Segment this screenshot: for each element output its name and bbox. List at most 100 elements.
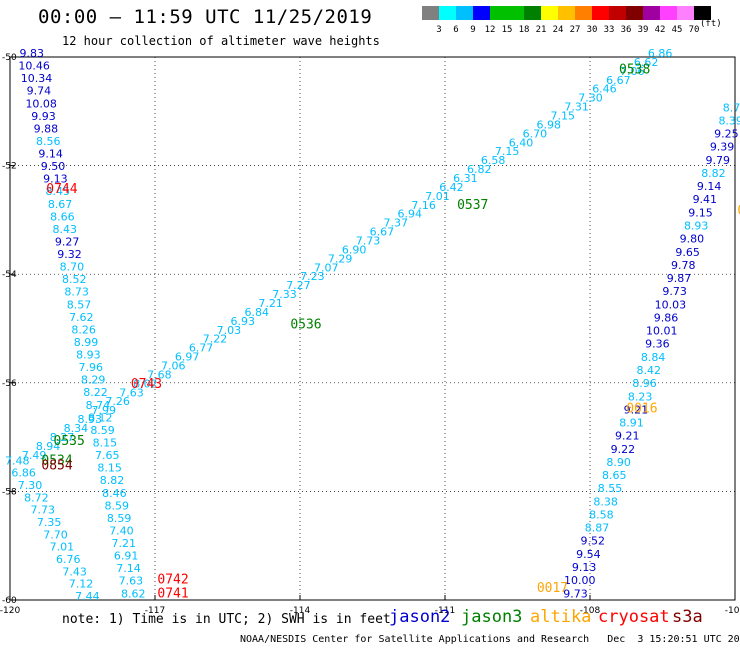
- wave-height-value: 6.86: [11, 467, 36, 480]
- wave-height-value: 8.65: [602, 469, 627, 482]
- y-tick-label: -60: [2, 596, 17, 606]
- wave-height-value: 8.22: [83, 386, 108, 399]
- wave-height-value: 8.99: [74, 336, 99, 349]
- x-tick-label: -120: [0, 606, 20, 616]
- scale-label: 30: [586, 25, 598, 35]
- wave-height-value: 8.72: [24, 491, 49, 504]
- wave-height-value: 8.56: [36, 135, 61, 148]
- wave-height-value: 9.93: [31, 110, 56, 123]
- wave-height-value: 7.23: [300, 270, 325, 283]
- wave-height-value: 7.96: [79, 361, 104, 374]
- wave-height-value: 10.08: [25, 97, 57, 110]
- wave-height-value: 7.48: [5, 454, 30, 467]
- y-tick-label: -58: [2, 487, 17, 497]
- credit-line: NOAA/NESDIS Center for Satellite Applica…: [240, 634, 740, 645]
- wave-height-value: 7.40: [109, 524, 134, 537]
- wave-height-value: 7.73: [356, 235, 381, 248]
- wave-height-value: 6.62: [634, 56, 659, 69]
- wave-height-value: 8.62: [121, 587, 146, 600]
- wave-height-value: 9.87: [667, 272, 692, 285]
- wave-height-value: 8.55: [598, 482, 623, 495]
- wave-height-value: 6.90: [342, 243, 367, 256]
- wave-height-value: 9.52: [580, 535, 605, 548]
- pass-time-label: 0017: [537, 581, 568, 596]
- pass-time-label: 0741: [157, 586, 188, 601]
- wave-height-value: 8.72: [723, 101, 740, 114]
- wave-height-value: 7.01: [50, 541, 75, 554]
- y-tick-label: -52: [2, 162, 17, 172]
- legend-s3a: s3a: [672, 607, 703, 627]
- x-tick-label: -105: [725, 606, 740, 616]
- wave-height-value: 9.25: [714, 128, 739, 141]
- scale-swatch: [609, 6, 626, 20]
- legend-cryosat: cryosat: [598, 607, 670, 627]
- wave-height-value: 7.62: [69, 311, 94, 324]
- pass-time-label: 0534: [41, 453, 72, 468]
- wave-height-value: 9.79: [706, 154, 731, 167]
- wave-height-value: 9.78: [671, 259, 696, 272]
- wave-height-value: 7.29: [328, 252, 353, 265]
- wave-height-value: 8.82: [701, 167, 726, 180]
- wave-height-value: 6.93: [231, 315, 256, 328]
- wave-height-value: 8.34: [64, 422, 89, 435]
- chart-title: 00:00 – 11:59 UTC 11/25/2019: [38, 6, 373, 28]
- wave-height-value: 7.30: [578, 92, 603, 105]
- wave-height-value: 8.59: [104, 499, 129, 512]
- wave-height-value: 7.22: [203, 333, 228, 346]
- wave-height-value: 7.03: [217, 324, 242, 337]
- pass-time-label: 0743: [131, 377, 162, 392]
- scale-swatch: [592, 6, 609, 20]
- wave-height-value: 8.91: [619, 417, 644, 430]
- wave-height-value: 7.07: [314, 261, 339, 274]
- wave-height-value: 10.00: [564, 574, 596, 587]
- scale-swatch: [473, 6, 490, 20]
- scale-label: 70: [688, 25, 700, 35]
- wave-height-value: 8.58: [589, 508, 614, 521]
- wave-height-value: 7.15: [495, 145, 520, 158]
- x-tick-label: -111: [435, 606, 455, 616]
- wave-height-value: 9.39: [710, 141, 735, 154]
- wave-height-value: 7.68: [147, 368, 172, 381]
- y-tick-label: -54: [2, 270, 17, 280]
- wave-height-value: 9.80: [680, 233, 705, 246]
- wave-height-value: 7.31: [564, 101, 589, 114]
- y-tick-label: -50: [2, 53, 17, 63]
- pass-time-label: 0854: [41, 459, 72, 474]
- pass-time-label: 0744: [46, 182, 77, 197]
- wave-height-value: 8.90: [606, 456, 631, 469]
- wave-height-value: 8.15: [93, 437, 118, 450]
- wave-height-value: 6.84: [244, 306, 269, 319]
- wave-height-value: 7.65: [95, 449, 120, 462]
- wave-height-value: 8.52: [62, 273, 87, 286]
- wave-height-value: 8.15: [97, 462, 122, 475]
- wave-height-value: 6.40: [509, 136, 534, 149]
- scale-label: 45: [671, 25, 683, 35]
- scale-swatch: [490, 6, 507, 20]
- wave-height-value: 7.30: [18, 479, 43, 492]
- wave-height-value: 7.27: [286, 279, 311, 292]
- scale-swatch: [643, 6, 660, 20]
- x-tick-label: -117: [145, 606, 165, 616]
- scale-label: 36: [620, 25, 632, 35]
- wave-height-value: 8.42: [637, 364, 662, 377]
- pass-time-label: 0015: [737, 203, 740, 218]
- wave-height-value: 7.99: [91, 404, 116, 417]
- wave-height-value: 8.39: [718, 114, 740, 127]
- scale-label: 15: [501, 25, 513, 35]
- x-tick-label: -108: [580, 606, 601, 616]
- wave-height-value: 7.21: [112, 537, 137, 550]
- wave-height-value: 7.33: [272, 288, 297, 301]
- wave-height-value: 7.15: [550, 110, 575, 123]
- scale-swatch: [558, 6, 575, 20]
- wave-height-value: 6.91: [114, 550, 139, 563]
- wave-height-value: 7.21: [258, 297, 283, 310]
- pass-time-label: 0536: [290, 318, 321, 333]
- scale-label: 39: [637, 25, 649, 35]
- scale-label: 33: [603, 25, 615, 35]
- wave-height-value: 9.14: [38, 148, 63, 161]
- scale-swatch: [677, 6, 694, 20]
- wave-height-value: 8.45: [45, 185, 70, 198]
- wave-height-value: 9.32: [57, 248, 82, 261]
- scale-label: 18: [518, 25, 530, 35]
- wave-height-value: 8.93: [78, 413, 103, 426]
